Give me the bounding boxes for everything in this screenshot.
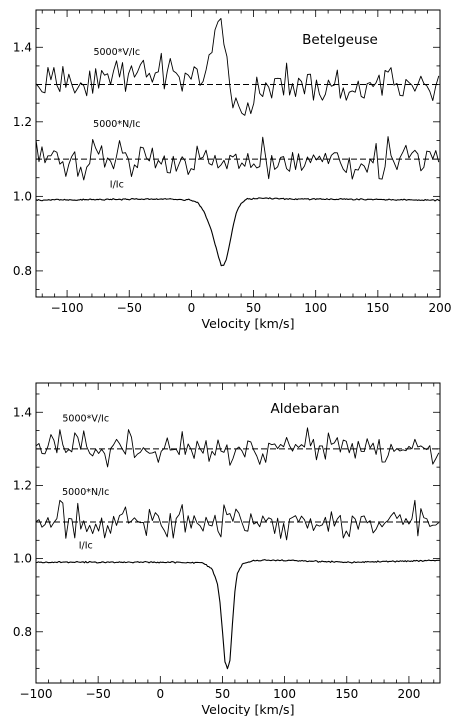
series-label-5000-v-ic: 5000*V/Ic bbox=[62, 413, 109, 424]
star-name: Aldebaran bbox=[270, 401, 339, 417]
series-line-5000-n-ic bbox=[35, 499, 440, 541]
y-tick-label: 1.0 bbox=[13, 552, 32, 566]
x-axis-label: Velocity [km/s] bbox=[202, 316, 295, 331]
plot-frame bbox=[35, 9, 441, 298]
y-tick-label: 1.4 bbox=[13, 405, 32, 419]
star-name: Betelgeuse bbox=[302, 32, 378, 48]
x-tick-label: 0 bbox=[156, 687, 164, 701]
series-label-i-ic: I/Ic bbox=[110, 179, 124, 190]
y-tick-label: 0.8 bbox=[13, 625, 32, 639]
y-tick-label: 1.4 bbox=[13, 40, 32, 54]
x-tick-label: 200 bbox=[397, 687, 420, 701]
series-line-5000-v-ic bbox=[35, 427, 440, 468]
y-tick-label: 1.2 bbox=[13, 478, 32, 492]
series-label-5000-n-ic: 5000*N/Ic bbox=[93, 119, 140, 130]
x-tick-label: 50 bbox=[215, 687, 230, 701]
series-label-5000-n-ic: 5000*N/Ic bbox=[62, 487, 109, 498]
x-tick-label: −100 bbox=[51, 301, 84, 315]
series-line-i-ic bbox=[35, 559, 441, 670]
series-label-5000-v-ic: 5000*V/Ic bbox=[93, 47, 140, 58]
y-tick-label: 1.2 bbox=[13, 115, 32, 129]
series-line-5000-n-ic bbox=[35, 136, 440, 181]
x-tick-label: −50 bbox=[117, 301, 142, 315]
y-tick-label: 0.8 bbox=[13, 264, 32, 278]
x-tick-label: 150 bbox=[335, 687, 358, 701]
plot-frame bbox=[35, 382, 441, 684]
series-line-5000-v-ic bbox=[35, 17, 440, 116]
x-tick-label: 200 bbox=[429, 301, 452, 315]
x-tick-label: 150 bbox=[366, 301, 389, 315]
aldebaran-panel: −100 −50 0 50 100 150 200 0.8 1.0 1.2 1.4 Velocity … bbox=[13, 382, 441, 716]
x-tick-label: 100 bbox=[304, 301, 327, 315]
x-axis-label: Velocity [km/s] bbox=[202, 702, 295, 716]
x-tick-label: 0 bbox=[188, 301, 196, 315]
x-tick-label: 100 bbox=[273, 687, 296, 701]
x-tick-label: −100 bbox=[20, 687, 53, 701]
y-tick-label: 1.0 bbox=[13, 189, 32, 203]
betelgeuse-panel: −100 −50 0 50 100 150 200 0.8 1.0 1.2 1.4 Velocity … bbox=[13, 9, 452, 331]
series-line-i-ic bbox=[35, 197, 441, 267]
x-tick-label: 50 bbox=[246, 301, 261, 315]
series-label-i-ic: I/Ic bbox=[79, 541, 93, 552]
x-tick-label: −50 bbox=[85, 687, 110, 701]
